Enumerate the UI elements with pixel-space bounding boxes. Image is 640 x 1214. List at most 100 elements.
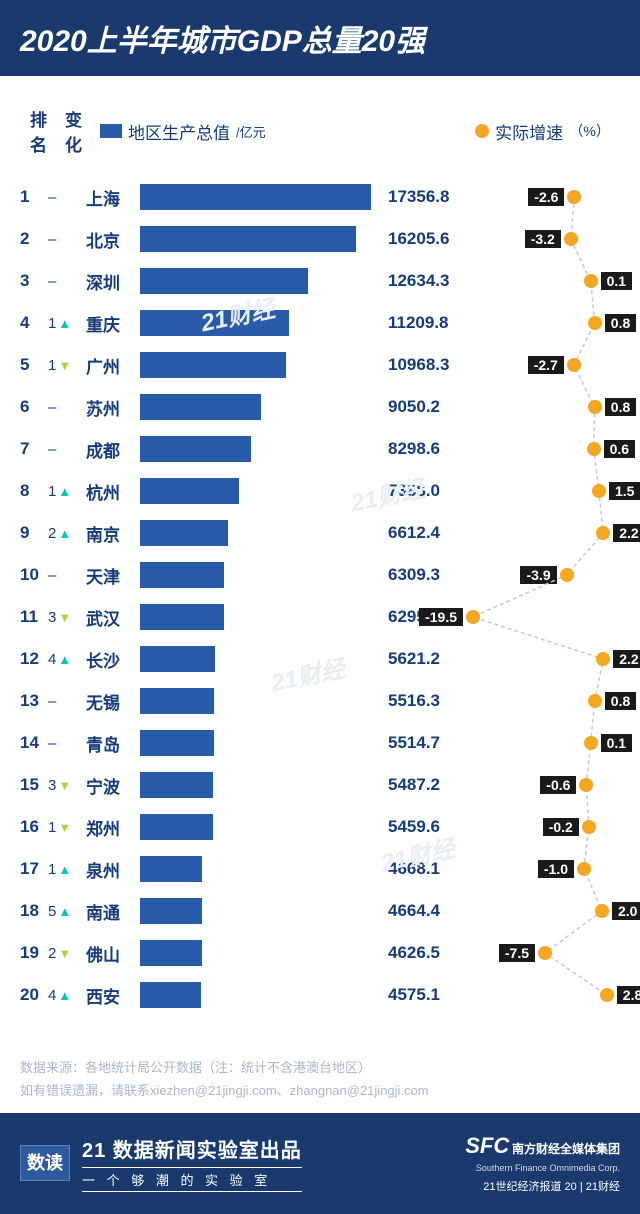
change-cell: – [48,189,86,206]
city-cell: 重庆 [86,311,140,336]
growth-badge: 1.5 [609,482,640,500]
arrow-up-icon: ▲ [58,862,71,877]
city-cell: 宁波 [86,773,140,798]
table-row: 1–上海17356.8-2.6 [20,176,620,218]
table-row: 3–深圳12634.30.1 [20,260,620,302]
table-row: 161▼郑州5459.6-0.2 [20,806,620,848]
growth-area: -1.0 [470,848,620,890]
rank-cell: 10 [20,565,48,585]
change-cell: 2▼ [48,945,86,962]
bar-area [140,814,380,840]
bar-area [140,310,380,336]
bar-area [140,730,380,756]
arrow-down-icon: ▼ [58,358,71,373]
gdp-bar [140,352,286,378]
gdp-value: 5621.2 [380,649,470,669]
legend-dot-unit: （%） [569,121,610,141]
growth-area: 0.8 [470,302,620,344]
city-cell: 郑州 [86,815,140,840]
legend-dot: 实际增速 （%） [475,119,610,144]
city-cell: 南京 [86,521,140,546]
bar-area [140,856,380,882]
table-row: 153▼宁波5487.2-0.6 [20,764,620,806]
rank-cell: 3 [20,271,48,291]
change-cell: 2▲ [48,525,86,542]
growth-area: 1.5 [470,470,620,512]
growth-dot [579,778,593,792]
gdp-value: 6309.3 [380,565,470,585]
gdp-bar [140,940,202,966]
city-cell: 长沙 [86,647,140,672]
change-cell: 1▲ [48,315,86,332]
source-note: 数据来源：各地统计局公开数据（注：统计不含港澳台地区） 如有错误遗漏，请联系xi… [0,1036,640,1113]
change-cell: – [48,693,86,710]
rank-cell: 4 [20,313,48,333]
growth-badge: -2.6 [528,188,564,206]
bar-area [140,688,380,714]
table-row: 41▲重庆 11209.80.8 [20,302,620,344]
change-cell: – [48,231,86,248]
table-row: 81▲杭州7388.01.5 [20,470,620,512]
gdp-value: 9050.2 [380,397,470,417]
growth-dot [592,484,606,498]
change-cell: 1▼ [48,819,86,836]
arrow-down-icon: ▼ [58,946,71,961]
growth-dot [596,526,610,540]
table-row: 92▲南京6612.42.2 [20,512,620,554]
bar-area [140,436,380,462]
bar-area [140,394,380,420]
growth-dot [577,862,591,876]
gdp-value: 11209.8 [380,313,470,333]
arrow-down-icon: ▼ [58,610,71,625]
growth-badge: 0.8 [605,314,636,332]
city-cell: 苏州 [86,395,140,420]
growth-badge: 2.2 [613,524,640,542]
growth-area: -3.9 [470,554,620,596]
city-cell: 泉州 [86,857,140,882]
bar-area [140,562,380,588]
growth-area: 2.2 [470,512,620,554]
growth-area: 0.8 [470,386,620,428]
growth-dot [584,274,598,288]
rank-cell: 8 [20,481,48,501]
rank-cell: 14 [20,733,48,753]
growth-badge: -0.6 [540,776,576,794]
table-row: 10–天津6309.3-3.9 [20,554,620,596]
city-cell: 南通 [86,899,140,924]
gdp-bar [140,184,371,210]
growth-badge: 0.1 [601,734,632,752]
gdp-value: 7388.0 [380,481,470,501]
gdp-value: 12634.3 [380,271,470,291]
growth-badge: 2.2 [613,650,640,668]
rank-cell: 12 [20,649,48,669]
change-cell: 3▼ [48,609,86,626]
change-cell: 1▲ [48,483,86,500]
gdp-value: 5516.3 [380,691,470,711]
growth-area: 0.8 [470,680,620,722]
gdp-bar [140,856,202,882]
city-cell: 北京 [86,227,140,252]
gdp-value: 4626.5 [380,943,470,963]
table-row: 171▲泉州4668.1-1.0 [20,848,620,890]
growth-badge: -3.9 [520,566,556,584]
footer-logo: 数读 [20,1145,70,1181]
growth-area: 2.2 [470,638,620,680]
arrow-up-icon: ▲ [58,526,71,541]
gdp-bar [140,646,215,672]
gdp-bar [140,268,308,294]
gdp-bar [140,310,289,336]
rank-cell: 19 [20,943,48,963]
city-cell: 武汉 [86,605,140,630]
change-cell: 4▲ [48,651,86,668]
rank-cell: 5 [20,355,48,375]
city-cell: 深圳 [86,269,140,294]
bar-area [140,520,380,546]
change-cell: 3▼ [48,777,86,794]
growth-badge: -2.7 [528,356,564,374]
gdp-bar [140,898,202,924]
growth-dot [595,904,609,918]
bar-area [140,940,380,966]
city-cell: 西安 [86,983,140,1008]
city-cell: 上海 [86,185,140,210]
change-cell: 4▲ [48,987,86,1004]
